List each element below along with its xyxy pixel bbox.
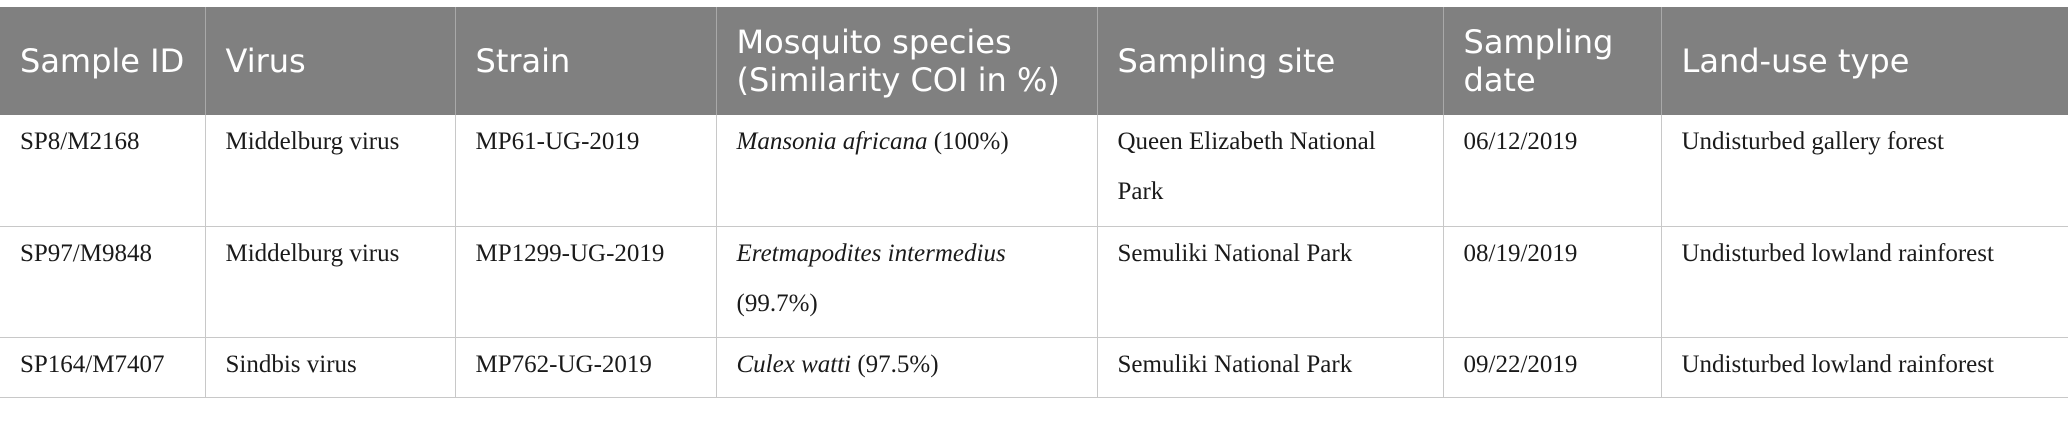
cell-land-use-type: Undisturbed lowland rainforest (1661, 226, 2068, 338)
header-virus: Virus (205, 7, 456, 115)
virus-table-container: Sample ID Virus Strain Mosquito species … (0, 7, 2068, 398)
cell-mosquito-species: Mansonia africana (100%) (716, 115, 1098, 227)
species-similarity: (99.7%) (736, 289, 818, 317)
table-body: SP8/M2168 Middelburg virus MP61-UG-2019 … (0, 115, 2068, 398)
cell-land-use-type: Undisturbed gallery forest (1661, 115, 2068, 227)
cell-virus: Middelburg virus (205, 226, 456, 338)
table-row: SP97/M9848 Middelburg virus MP1299-UG-20… (0, 226, 2068, 338)
cell-mosquito-species: Eretmapodites intermedius (99.7%) (716, 226, 1098, 338)
header-row: Sample ID Virus Strain Mosquito species … (0, 7, 2068, 115)
table-row: SP164/M7407 Sindbis virus MP762-UG-2019 … (0, 337, 2068, 398)
header-land-use-type: Land-use type (1661, 7, 2068, 115)
header-sample-id: Sample ID (0, 7, 206, 115)
cell-sample-id: SP97/M9848 (0, 226, 206, 338)
header-strain: Strain (455, 7, 717, 115)
cell-strain: MP61-UG-2019 (455, 115, 717, 227)
header-sampling-site: Sampling site (1097, 7, 1444, 115)
cell-virus: Sindbis virus (205, 337, 456, 398)
species-name: Culex watti (736, 350, 852, 378)
cell-sampling-date: 09/22/2019 (1443, 337, 1662, 398)
cell-strain: MP1299-UG-2019 (455, 226, 717, 338)
cell-sampling-site: Queen Elizabeth National Park (1097, 115, 1444, 227)
species-name: Mansonia africana (736, 128, 928, 155)
cell-sample-id: SP8/M2168 (0, 115, 206, 227)
header-sampling-date: Sampling date (1443, 7, 1662, 115)
cell-virus: Middelburg virus (205, 115, 456, 227)
virus-isolates-table: Sample ID Virus Strain Mosquito species … (0, 7, 2068, 398)
cell-sample-id: SP164/M7407 (0, 337, 206, 398)
cell-strain: MP762-UG-2019 (455, 337, 717, 398)
cell-mosquito-species: Culex watti (97.5%) (716, 337, 1098, 398)
header-mosquito-species: Mosquito species (Similarity COI in %) (716, 7, 1098, 115)
cell-sampling-site: Semuliki National Park (1097, 337, 1444, 398)
cell-sampling-site: Semuliki National Park (1097, 226, 1444, 338)
cell-sampling-date: 06/12/2019 (1443, 115, 1662, 227)
table-row: SP8/M2168 Middelburg virus MP61-UG-2019 … (0, 115, 2068, 227)
table-header: Sample ID Virus Strain Mosquito species … (0, 7, 2068, 115)
cell-sampling-date: 08/19/2019 (1443, 226, 1662, 338)
species-similarity: (100%) (927, 128, 1009, 155)
species-similarity: (97.5%) (851, 350, 939, 378)
cell-land-use-type: Undisturbed lowland rainforest (1661, 337, 2068, 398)
species-name: Eretmapodites intermedius (736, 239, 1006, 267)
